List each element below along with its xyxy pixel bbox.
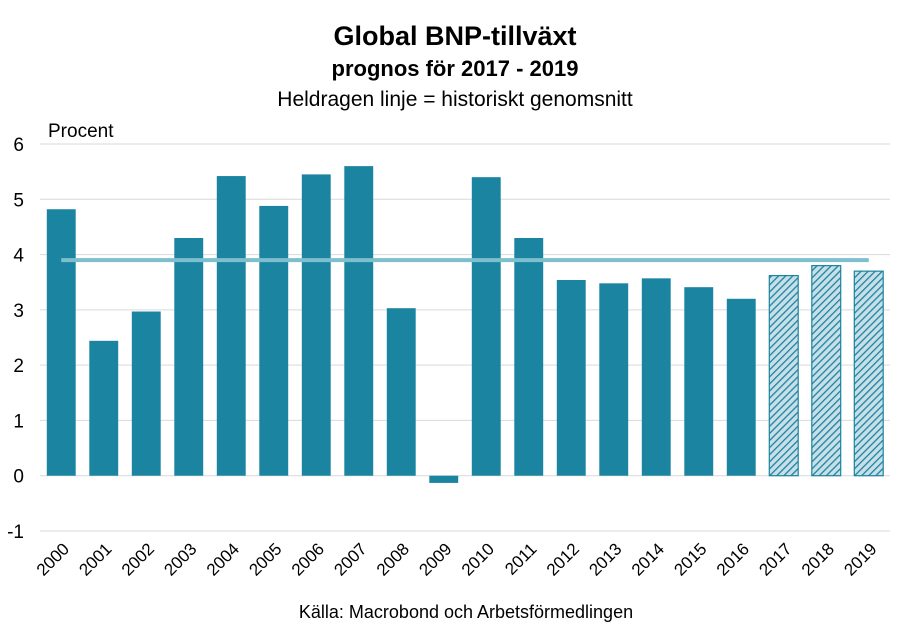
forecast-bar xyxy=(768,274,799,477)
bar xyxy=(429,475,459,483)
bar xyxy=(599,283,629,476)
bar xyxy=(471,177,501,476)
source-note: Källa: Macrobond och Arbetsförmedlingen xyxy=(299,602,633,622)
y-tick-label: 0 xyxy=(13,467,24,488)
x-tick-label: 2016 xyxy=(713,539,753,579)
bar xyxy=(89,340,119,476)
bar xyxy=(684,287,714,476)
y-tick-label: 6 xyxy=(13,135,24,156)
chart-title: Global BNP-tillväxt xyxy=(333,21,576,51)
x-tick-label: 2011 xyxy=(501,539,540,578)
x-tick-label: 2014 xyxy=(628,539,668,579)
bar xyxy=(641,278,671,476)
bar xyxy=(726,298,756,476)
x-tick-label: 2006 xyxy=(288,539,328,579)
bar xyxy=(344,166,374,476)
x-tick-label: 2010 xyxy=(458,539,498,579)
bar xyxy=(386,308,416,476)
y-axis-ticks: -1 0 1 2 3 4 5 6 xyxy=(7,135,24,543)
bar xyxy=(514,237,544,476)
y-axis-unit-label: Procent xyxy=(48,121,114,142)
x-tick-label: 2013 xyxy=(585,539,625,579)
chart-note: Heldragen linje = historiskt genomsnitt xyxy=(277,88,633,111)
grid-lines xyxy=(40,143,890,532)
chart-subtitle: prognos för 2017 - 2019 xyxy=(332,56,579,81)
x-tick-label: 2012 xyxy=(543,539,583,579)
bar xyxy=(131,311,161,476)
x-tick-label: 2017 xyxy=(755,539,795,579)
y-tick-label: 2 xyxy=(13,356,24,377)
bar xyxy=(46,209,76,476)
x-tick-label: 2015 xyxy=(670,539,710,579)
x-tick-label: 2007 xyxy=(330,539,370,579)
y-tick-label: 3 xyxy=(13,301,24,322)
bar xyxy=(259,205,289,476)
forecast-bar xyxy=(853,270,884,477)
x-tick-label: 2008 xyxy=(373,539,413,579)
forecast-bar xyxy=(811,265,842,477)
y-tick-label: -1 xyxy=(7,522,24,543)
bar xyxy=(301,174,331,476)
y-tick-label: 1 xyxy=(13,411,24,432)
x-tick-label: 2005 xyxy=(245,539,285,579)
x-tick-label: 2004 xyxy=(203,539,243,579)
y-tick-label: 5 xyxy=(13,190,24,211)
x-tick-label: 2002 xyxy=(118,539,158,579)
x-tick-label: 2018 xyxy=(798,539,838,579)
bar xyxy=(556,280,586,476)
x-tick-label: 2001 xyxy=(75,539,115,579)
x-tick-label: 2000 xyxy=(33,539,73,579)
bar xyxy=(174,237,204,476)
x-tick-label: 2019 xyxy=(840,539,880,579)
bars xyxy=(46,166,884,483)
bar xyxy=(216,176,246,476)
x-tick-label: 2003 xyxy=(160,539,200,579)
x-axis-ticks: 2000 2001 2002 2003 2004 2005 2006 2007 2008 2009… xyxy=(33,539,881,579)
x-tick-label: 2009 xyxy=(415,539,455,579)
y-tick-label: 4 xyxy=(13,246,24,267)
